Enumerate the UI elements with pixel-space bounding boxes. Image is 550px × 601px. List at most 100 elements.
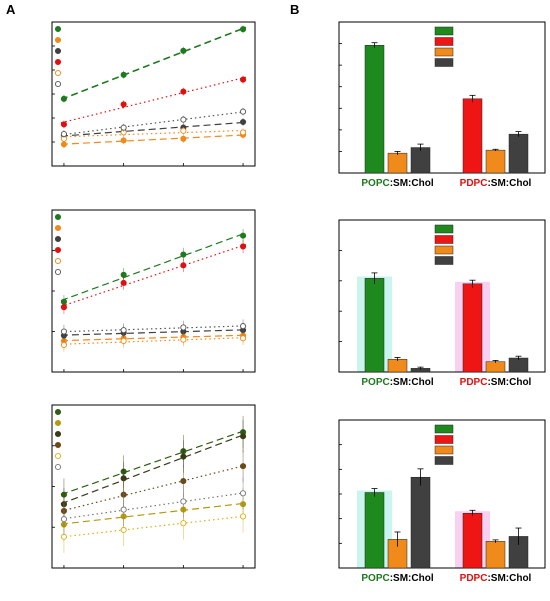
series-1-point — [60, 95, 67, 102]
series-1-fit-line — [60, 26, 247, 101]
series-5-fit-line — [60, 515, 247, 538]
legend-swatch — [434, 26, 454, 36]
category-label: POPC:SM:Chol — [361, 573, 433, 584]
series-2-fit-line — [60, 334, 247, 342]
legend-marker — [54, 213, 62, 221]
series-1-point — [180, 251, 187, 258]
category-prefix: POPC — [361, 178, 389, 189]
series-6-point — [240, 323, 247, 330]
series-5-point — [120, 337, 127, 345]
legend-swatch — [434, 47, 454, 57]
legend-marker — [54, 224, 62, 232]
series-6-point — [180, 324, 187, 331]
series-4-point — [60, 121, 67, 128]
series-5-point — [120, 526, 127, 534]
plot-frame — [338, 21, 546, 174]
series-4-point — [240, 463, 247, 470]
series-3-fit-line — [60, 329, 247, 336]
legend-marker — [54, 257, 62, 265]
series-6-point — [60, 130, 67, 138]
series-4-point — [120, 279, 127, 286]
legend-swatch — [434, 37, 454, 46]
legend-marker — [54, 430, 62, 438]
series-4-point — [180, 478, 187, 485]
bar-1-3 — [410, 147, 431, 174]
legend-swatch — [434, 224, 454, 234]
legend-marker — [54, 419, 62, 427]
series-6-point — [240, 490, 247, 497]
series-4-point — [60, 304, 67, 311]
series-6-fit-line — [60, 325, 247, 333]
series-3-point — [240, 433, 247, 440]
legend-swatch — [434, 435, 454, 444]
series-6-point — [180, 116, 187, 123]
series-6-fit-line — [60, 110, 247, 136]
scatter-panel-3 — [51, 404, 256, 569]
category-label: POPC:SM:Chol — [361, 377, 433, 388]
series-5-point — [240, 129, 247, 136]
bar-1-3 — [410, 476, 431, 569]
bar-2-1 — [462, 98, 483, 174]
series-3-point — [240, 118, 247, 126]
category-suffix: :SM:Chol — [487, 178, 531, 189]
series-5-point — [240, 513, 247, 520]
bar-panel-1: POPC:SM:Chol PDPC:SM:Chol — [338, 21, 546, 189]
bar-2-2 — [485, 361, 506, 373]
category-prefix: POPC — [361, 377, 389, 388]
bar-2-2 — [485, 149, 506, 174]
series-6-point — [180, 498, 187, 505]
legend-marker — [54, 268, 62, 276]
series-3-fit-line — [60, 121, 247, 137]
series-1-point — [240, 26, 247, 33]
series-6-point — [60, 516, 67, 523]
plot-frame — [338, 219, 546, 373]
category-label: PDPC:SM:Chol — [460, 573, 532, 584]
legend-swatch — [434, 245, 454, 255]
series-5-point — [180, 336, 187, 343]
category-suffix: :SM:Chol — [390, 178, 434, 189]
legend-marker — [54, 36, 62, 44]
series-1-fit-line — [60, 429, 247, 496]
bar-2-1 — [462, 512, 483, 569]
series-5-fit-line — [60, 129, 247, 138]
legend-marker — [54, 452, 62, 460]
series-3-point — [180, 453, 187, 460]
scatter-panel-1 — [51, 21, 256, 167]
bar-1-1 — [364, 278, 385, 373]
series-6-point — [120, 327, 127, 334]
series-5-point — [240, 335, 247, 342]
bar-2-3 — [508, 357, 529, 373]
legend-marker — [54, 235, 62, 243]
series-6-point — [240, 108, 247, 115]
plot-frame — [51, 209, 256, 373]
legend-swatch — [434, 58, 454, 67]
series-6-point — [120, 506, 127, 513]
category-prefix: POPC — [361, 573, 389, 584]
legend-marker — [54, 408, 62, 416]
series-3-fit-line — [60, 433, 247, 505]
bar-2-1 — [462, 283, 483, 373]
legend-marker — [54, 25, 62, 33]
series-2-fit-line — [60, 134, 247, 145]
category-label: PDPC:SM:Chol — [460, 377, 532, 388]
category-suffix: :SM:Chol — [487, 573, 531, 584]
series-4-fit-line — [60, 464, 247, 512]
category-prefix: PDPC — [460, 573, 488, 584]
bar-1-1 — [364, 45, 385, 174]
bar-2-2 — [485, 541, 506, 569]
legend-marker — [54, 463, 62, 471]
bar-1-2 — [387, 152, 408, 174]
series-5-fit-line — [60, 337, 247, 345]
bar-2-3 — [508, 133, 529, 174]
legend-swatch — [434, 256, 454, 265]
legend-swatch — [434, 424, 454, 434]
series-5-point — [180, 520, 187, 527]
legend-swatch — [434, 456, 454, 465]
series-6-point — [120, 124, 127, 131]
category-label: PDPC:SM:Chol — [460, 178, 532, 189]
series-4-point — [240, 76, 247, 83]
bar-1-1 — [364, 492, 385, 569]
series-2-point — [180, 135, 187, 142]
